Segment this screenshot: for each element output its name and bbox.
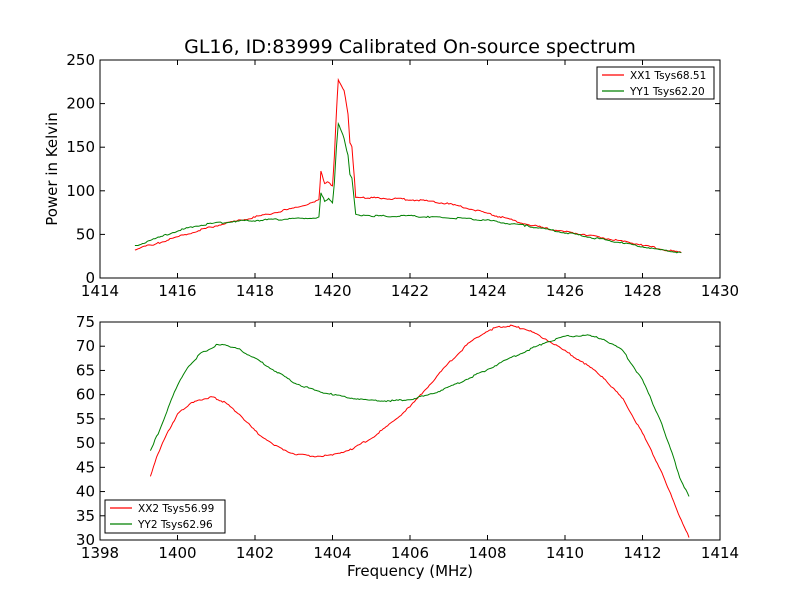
x-tick-label: 1430 bbox=[701, 282, 739, 300]
legend-frame bbox=[104, 499, 226, 534]
top-y-axis-label: Power in Kelvin bbox=[43, 112, 61, 226]
y-tick-label: 45 bbox=[76, 458, 95, 476]
top-plot-frame bbox=[99, 59, 721, 279]
x-tick-label: 1412 bbox=[623, 544, 661, 562]
bottom-series-layer bbox=[149, 324, 690, 538]
series-line-xx2 bbox=[149, 324, 690, 538]
x-tick-label: 1422 bbox=[391, 282, 429, 300]
series-line-yy2 bbox=[149, 334, 690, 497]
bottom-subplot: 1398 1400 1402 1404 1406 1408 1410 1412 1414 30 35… bbox=[76, 313, 739, 580]
y-tick-label: 200 bbox=[66, 95, 95, 113]
x-tick-label: 1414 bbox=[701, 544, 739, 562]
x-tick-label: 1400 bbox=[158, 544, 196, 562]
x-tick-label: 1418 bbox=[236, 282, 274, 300]
x-tick-label: 1420 bbox=[313, 282, 351, 300]
legend-label: YY2 Tsys62.96 bbox=[137, 519, 213, 531]
top-subplot: 1414 1416 1418 1420 1422 1424 1426 1428 1430 0 50 1… bbox=[43, 51, 739, 300]
bottom-legend: XX2 Tsys56.99 YY2 Tsys62.96 bbox=[104, 499, 226, 534]
y-tick-label: 150 bbox=[66, 138, 95, 156]
x-tick-label: 1428 bbox=[623, 282, 661, 300]
legend-label: XX1 Tsys68.51 bbox=[630, 70, 706, 82]
y-tick-label: 75 bbox=[76, 313, 95, 331]
top-series-layer bbox=[134, 77, 682, 254]
x-tick-label: 1416 bbox=[158, 282, 196, 300]
y-tick-label: 60 bbox=[76, 386, 95, 404]
y-tick-label: 40 bbox=[76, 483, 95, 501]
bottom-plot-frame bbox=[99, 321, 721, 541]
x-tick-label: 1406 bbox=[391, 544, 429, 562]
y-tick-label: 70 bbox=[76, 337, 95, 355]
x-tick-label: 1426 bbox=[546, 282, 584, 300]
y-tick-label: 0 bbox=[85, 269, 95, 287]
x-tick-label: 1414 bbox=[81, 282, 119, 300]
bottom-x-axis-label: Frequency (MHz) bbox=[347, 562, 473, 580]
top-tick-layer: 1414 1416 1418 1420 1422 1424 1426 1428 1430 0 50 1… bbox=[66, 51, 739, 300]
top-legend: XX1 Tsys68.51 YY1 Tsys62.20 bbox=[596, 66, 715, 100]
y-tick-label: 50 bbox=[76, 225, 95, 243]
y-tick-label: 50 bbox=[76, 434, 95, 452]
x-tick-label: 1402 bbox=[236, 544, 274, 562]
y-tick-label: 100 bbox=[66, 182, 95, 200]
x-tick-label: 1398 bbox=[81, 544, 119, 562]
x-tick-label: 1404 bbox=[313, 544, 351, 562]
legend-label: XX2 Tsys56.99 bbox=[138, 503, 214, 515]
y-tick-label: 65 bbox=[76, 361, 95, 379]
y-tick-label: 35 bbox=[76, 507, 95, 525]
x-tick-label: 1408 bbox=[468, 544, 506, 562]
series-line-yy1 bbox=[134, 121, 682, 254]
x-tick-label: 1410 bbox=[546, 544, 584, 562]
legend-label: YY1 Tsys62.20 bbox=[629, 86, 705, 98]
legend-frame bbox=[596, 66, 715, 100]
y-tick-label: 55 bbox=[76, 410, 95, 428]
y-tick-label: 30 bbox=[76, 531, 95, 549]
chart-title: GL16, ID:83999 Calibrated On-source spec… bbox=[184, 36, 636, 58]
y-tick-label: 250 bbox=[66, 51, 95, 69]
x-tick-label: 1424 bbox=[468, 282, 506, 300]
